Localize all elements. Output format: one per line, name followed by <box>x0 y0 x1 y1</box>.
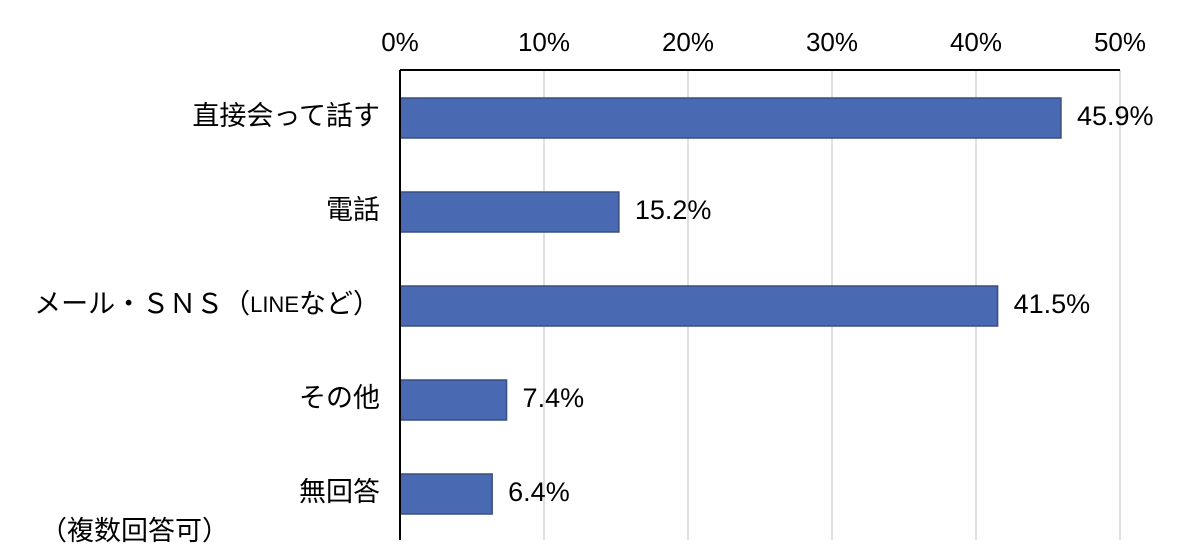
footnote: （複数回答可） <box>40 516 229 546</box>
value-label: 6.4% <box>508 477 570 507</box>
chart-container: 0% 10% 20% 30% 40% 50% 直接会って話す 45.9% 電話 15.2% メール・… <box>0 0 1200 556</box>
x-tick-label: 50% <box>1094 27 1146 57</box>
category-label: 電話 <box>326 195 380 225</box>
category-label: 無回答 <box>299 477 380 507</box>
chart-bg <box>0 0 1200 556</box>
value-label: 15.2% <box>635 195 712 225</box>
bar-chart: 0% 10% 20% 30% 40% 50% 直接会って話す 45.9% 電話 15.2% メール・… <box>0 0 1200 556</box>
category-label: メール・ＳＮＳ（LINEなど） <box>34 289 380 319</box>
value-label: 7.4% <box>523 383 585 413</box>
value-label: 41.5% <box>1014 289 1091 319</box>
bar <box>400 192 619 232</box>
x-tick-label: 20% <box>662 27 714 57</box>
x-tick-label: 40% <box>950 27 1002 57</box>
category-label: その他 <box>299 383 380 413</box>
bar <box>400 380 507 420</box>
x-tick-label: 10% <box>518 27 570 57</box>
x-tick-label: 0% <box>381 27 419 57</box>
value-label: 45.9% <box>1077 101 1154 131</box>
category-label: 直接会って話す <box>192 101 380 131</box>
x-tick-label: 30% <box>806 27 858 57</box>
bar <box>400 474 492 514</box>
bar <box>400 286 998 326</box>
bar <box>400 98 1061 138</box>
